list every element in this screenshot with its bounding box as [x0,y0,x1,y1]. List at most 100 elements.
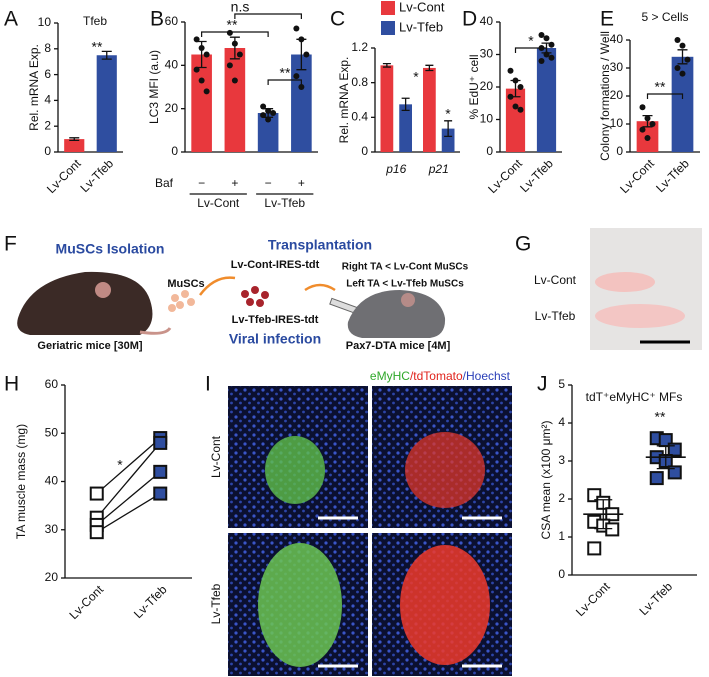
red-fibers [400,545,490,665]
bar [257,113,279,152]
y-tick-label: 0 [171,144,178,158]
schematic: MuSCs Isolation Transplantation MuSCs Lv… [17,237,469,352]
data-point [679,70,686,77]
pair-line [96,471,161,526]
y-tick-label: 4 [44,93,51,107]
data-point [231,77,238,84]
bracket [201,31,269,37]
stain: /tdTomato [410,369,463,383]
bar [423,67,436,152]
bracket [514,47,548,53]
y-axis-label: Rel. mRNA Exp. [27,44,41,131]
panel-letter: B [150,8,164,31]
green-fibers [265,436,325,504]
bar [191,54,212,152]
error-bar [401,97,410,112]
annotation: ** [655,79,666,95]
label: Left TA < Lv-Tfeb MuSCs [346,279,464,290]
chart-title: tdT⁺eMyHC⁺ MFs [586,390,683,404]
bracket [267,79,302,85]
data-point [270,110,277,116]
bar [96,55,117,152]
bar [64,139,85,152]
panel-letter: A [4,8,18,31]
marker [667,465,682,480]
y-tick-label: 20 [610,88,624,102]
cells [168,290,195,312]
x-tick-label: Lv-Cont [485,156,525,196]
data-point [679,42,686,49]
data-point [512,77,519,84]
error-bar [425,64,434,72]
error-bar [101,50,112,60]
data-point [198,77,205,84]
row-label: Lv-Cont [209,435,223,478]
panel-letter: J [537,373,548,396]
red-fibers [405,432,485,508]
panel-letter: I [205,373,211,396]
tail [139,327,172,335]
y-tick-label: 40 [610,32,624,46]
label: Pax7-DTA mice [4M] [346,340,451,352]
marker [153,435,168,450]
data-point [512,103,519,110]
marker [605,522,620,537]
y-tick-label: 40 [165,58,179,72]
data-point [517,106,524,113]
pair-line [96,442,161,519]
panel-letter: H [4,373,19,396]
marker [649,471,664,486]
y-tick-label: 5 [558,377,565,391]
panel-letter: F [4,233,17,256]
data-point [644,135,651,141]
y-axis-label: CSA mean (x100 μm²) [539,421,553,540]
arrow [199,276,236,296]
y-axis-label: LC3 MFI (a.u) [147,50,161,124]
x-tick-label: p21 [428,162,449,176]
error-bar [69,137,80,142]
data-point [548,41,555,48]
annotation: ** [92,39,103,55]
annotation: n.s [231,0,250,15]
data-point [303,51,310,58]
label: Transplantation [268,237,372,253]
label: Viral infection [229,331,321,347]
data-point [265,107,272,114]
x-tick-label: Lv-Tfeb [636,579,675,618]
pair-line [96,437,161,495]
y-tick-label: 6 [44,67,51,81]
bar [399,104,412,152]
panel-letter: C [330,8,345,31]
recipient-mouse [347,290,446,338]
label: Geriatric mice [30M] [37,340,142,352]
data-point [684,56,691,63]
y-axis-label: Rel. mRNA Exp. [337,57,351,144]
label: Lv-Tfeb [535,309,576,323]
group-label: Lv-Tfeb [264,196,305,210]
chart-title: Tfeb [83,14,107,28]
x-tick-label: p16 [385,162,406,176]
y-tick-label: 0 [558,567,565,581]
annotation: * [413,69,419,85]
error-bar [677,49,688,65]
panel-letter: G [515,233,531,256]
y-axis-label: Colony formations / Well [598,31,612,161]
bracket [646,93,684,99]
x-tick-label: − [265,176,272,190]
y-tick-label: 2 [44,118,51,132]
legend-label: Lv-Tfeb [399,19,443,34]
y-axis-label: % EdU⁺ cell [467,54,481,119]
marker [587,541,602,556]
label: Lv-Cont-IRES-tdt [231,259,320,271]
label: Lv-Tfeb-IRES-tdt [232,314,319,326]
data-point [226,62,233,69]
x-tick-label: + [231,176,238,190]
error-bar [594,499,613,530]
data-point [226,29,233,36]
y-tick-label: 20 [480,79,494,93]
pair-line [96,493,161,533]
data-point [231,40,238,47]
bar [671,56,694,152]
y-tick-label: 0 [486,144,493,158]
